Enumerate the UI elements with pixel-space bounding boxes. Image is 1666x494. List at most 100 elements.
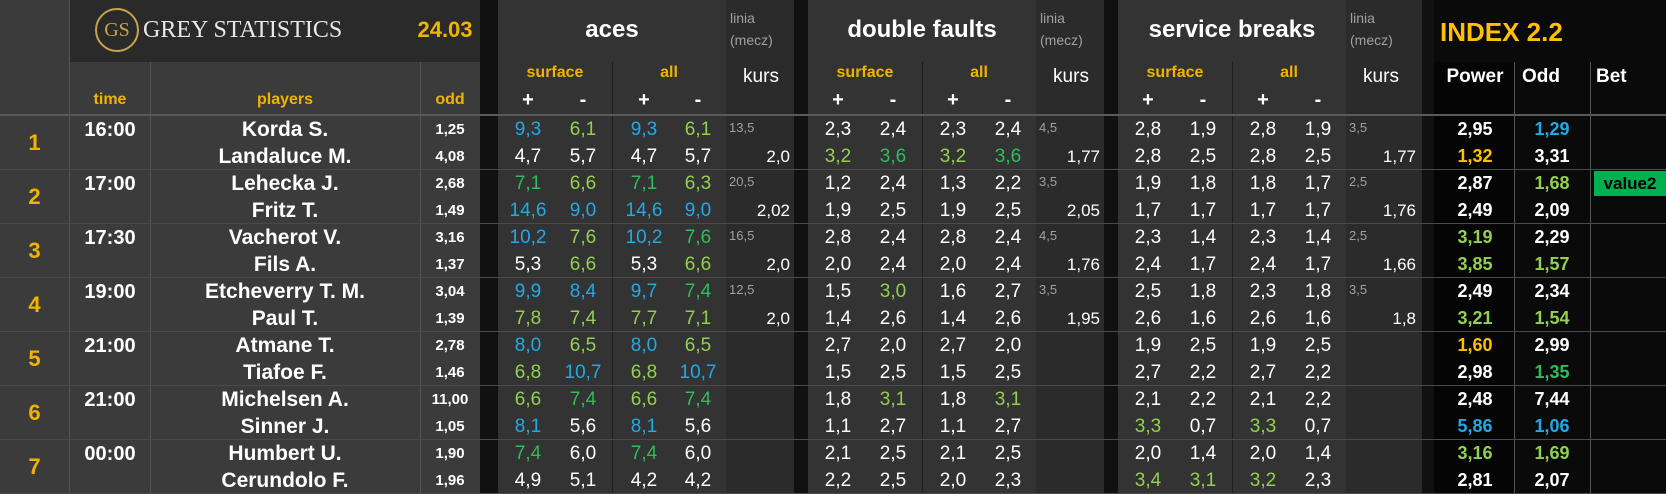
col-divider bbox=[612, 62, 613, 494]
power-value: 1,32 bbox=[1457, 146, 1493, 166]
df-kurs-bg bbox=[1036, 0, 1104, 494]
aces-stat-value: 10,7 bbox=[564, 361, 602, 383]
df-stat-value: 2,0 bbox=[824, 253, 852, 275]
surface-header: surface bbox=[526, 64, 584, 81]
aces-stat-value: 6,6 bbox=[569, 253, 597, 275]
minus-header: - bbox=[889, 88, 897, 111]
kurs-value: 1,76 bbox=[1382, 200, 1416, 220]
player-name: Etcheverry T. M. bbox=[205, 279, 365, 303]
aces-stat-value: 6,6 bbox=[514, 388, 542, 410]
sb-stat-value: 1,9 bbox=[1249, 334, 1277, 356]
player-odd: 11,00 bbox=[431, 391, 469, 408]
report-date: 24.03 bbox=[417, 17, 473, 42]
kurs-header: kurs bbox=[1363, 66, 1399, 87]
aces-stat-value: 7,4 bbox=[569, 307, 597, 329]
player-name: Atmane T. bbox=[235, 333, 335, 357]
player-odd: 4,08 bbox=[435, 148, 465, 165]
df-stat-value: 2,2 bbox=[824, 469, 852, 491]
df-stat-value: 1,3 bbox=[939, 172, 967, 194]
power-value: 2,81 bbox=[1457, 470, 1493, 490]
sb-stat-value: 1,7 bbox=[1304, 253, 1332, 275]
row-divider bbox=[0, 277, 1666, 278]
aces-stat-value: 5,6 bbox=[684, 415, 712, 437]
kurs-value: 1,77 bbox=[1382, 146, 1416, 166]
row-divider bbox=[0, 223, 1666, 224]
aces-stat-value: 6,6 bbox=[684, 253, 712, 275]
df-stat-value: 2,1 bbox=[939, 442, 967, 464]
df-stat-value: 1,5 bbox=[824, 361, 852, 383]
aces-stat-value: 4,7 bbox=[630, 145, 658, 167]
df-stat-value: 2,4 bbox=[879, 226, 907, 248]
df-stat-value: 3,2 bbox=[824, 145, 852, 167]
df-stat-value: 2,4 bbox=[879, 118, 907, 140]
df-stat-value: 2,5 bbox=[994, 361, 1022, 383]
sb-stat-value: 1,4 bbox=[1189, 442, 1217, 464]
sb-stat-value: 2,8 bbox=[1249, 118, 1277, 140]
player-name: Korda S. bbox=[241, 117, 329, 141]
mecz-label: (mecz) bbox=[1350, 32, 1393, 48]
plus-header: + bbox=[638, 88, 650, 111]
time-header: time bbox=[93, 91, 127, 108]
sb-stat-value: 1,9 bbox=[1134, 172, 1162, 194]
index-title: INDEX 2.2 bbox=[1440, 16, 1563, 47]
mecz-label: (mecz) bbox=[1040, 32, 1083, 48]
linia-label: linia bbox=[1040, 10, 1065, 26]
row-divider bbox=[0, 169, 1666, 170]
minus-header: - bbox=[1199, 88, 1207, 111]
brand-name: GREY STATISTICS bbox=[143, 16, 343, 43]
index-odd-value: 2,09 bbox=[1534, 200, 1570, 220]
sb-stat-value: 2,2 bbox=[1189, 388, 1217, 410]
df-stat-value: 1,1 bbox=[939, 415, 967, 437]
aces-stat-value: 9,0 bbox=[569, 199, 597, 221]
sb-stat-value: 2,6 bbox=[1134, 307, 1162, 329]
plus-header: + bbox=[1257, 88, 1269, 111]
aces-stat-value: 6,0 bbox=[569, 442, 597, 464]
odd-header: odd bbox=[435, 91, 465, 108]
service-breaks-title: service breaks bbox=[1148, 16, 1316, 43]
df-stat-value: 3,1 bbox=[994, 388, 1022, 410]
minus-header: - bbox=[1004, 88, 1012, 111]
player-odd: 1,05 bbox=[435, 418, 465, 435]
index-odd-value: 2,34 bbox=[1534, 281, 1570, 301]
sb-stat-value: 2,5 bbox=[1189, 145, 1217, 167]
line-value: 3,5 bbox=[1349, 281, 1368, 297]
df-stat-value: 2,4 bbox=[879, 172, 907, 194]
sb-stat-value: 1,7 bbox=[1304, 199, 1332, 221]
match-time: 16:00 bbox=[84, 119, 136, 141]
power-header: Power bbox=[1446, 66, 1504, 87]
aces-stat-value: 6,3 bbox=[684, 172, 712, 194]
aces-stat-value: 5,7 bbox=[684, 145, 712, 167]
df-stat-value: 2,4 bbox=[994, 253, 1022, 275]
df-stat-value: 3,2 bbox=[939, 145, 967, 167]
col-divider bbox=[1514, 62, 1515, 494]
kurs-value: 2,0 bbox=[766, 254, 790, 274]
index-odd-value: 2,07 bbox=[1534, 470, 1570, 490]
sb-stat-value: 1,7 bbox=[1304, 172, 1332, 194]
df-stat-value: 2,5 bbox=[879, 361, 907, 383]
sb-stat-value: 2,2 bbox=[1189, 361, 1217, 383]
aces-stat-value: 5,3 bbox=[630, 253, 658, 275]
sb-stat-value: 1,8 bbox=[1304, 280, 1332, 302]
aces-stat-value: 7,4 bbox=[514, 442, 542, 464]
kurs-value: 1,76 bbox=[1066, 254, 1100, 274]
df-stat-value: 3,0 bbox=[879, 280, 907, 302]
df-stat-value: 2,3 bbox=[939, 118, 967, 140]
aces-stat-value: 7,1 bbox=[630, 172, 658, 194]
aces-stat-value: 10,7 bbox=[679, 361, 717, 383]
df-stat-value: 2,0 bbox=[939, 253, 967, 275]
sb-stat-value: 1,9 bbox=[1304, 118, 1332, 140]
sb-stat-value: 2,3 bbox=[1249, 280, 1277, 302]
sb-stat-value: 1,6 bbox=[1304, 307, 1332, 329]
linia-label: linia bbox=[1350, 10, 1375, 26]
player-odd: 1,49 bbox=[435, 202, 465, 219]
aces-stat-value: 7,6 bbox=[684, 226, 712, 248]
power-value: 2,48 bbox=[1457, 389, 1493, 409]
aces-stat-value: 4,7 bbox=[514, 145, 542, 167]
df-stat-value: 2,5 bbox=[879, 469, 907, 491]
index-odd-value: 1,68 bbox=[1534, 173, 1570, 193]
sb-stat-value: 1,8 bbox=[1189, 280, 1217, 302]
index-odd-value: 7,44 bbox=[1534, 389, 1570, 409]
line-value: 2,5 bbox=[1349, 173, 1368, 189]
df-stat-value: 2,5 bbox=[879, 442, 907, 464]
match-number: 2 bbox=[28, 184, 41, 209]
